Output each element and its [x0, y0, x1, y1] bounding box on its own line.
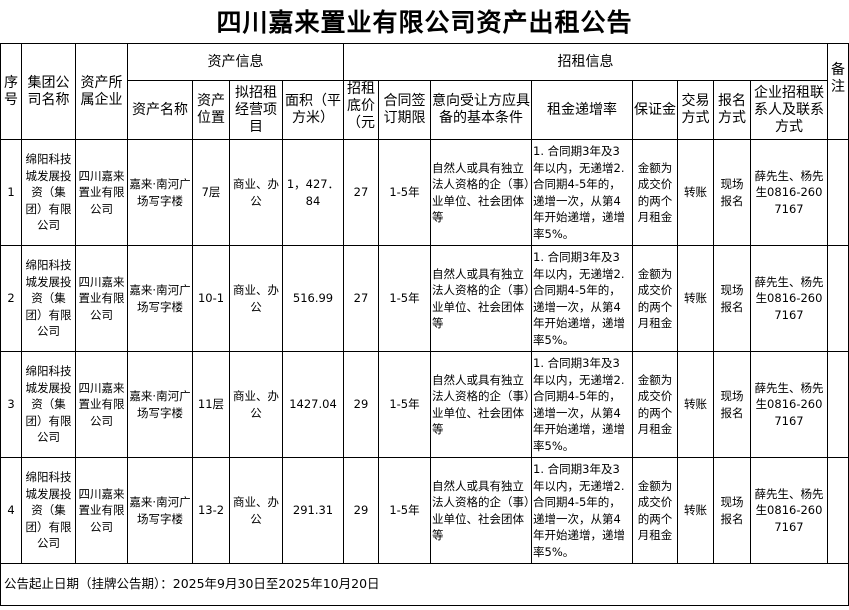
- cell-business: 商业、办公: [229, 245, 283, 352]
- cell-owner: 四川嘉来置业有限公司: [75, 351, 128, 458]
- cell-seq: 1: [0, 139, 22, 246]
- cell-group: 绵阳科技城发展投资（集团）有限公司: [21, 351, 76, 458]
- cell-price: 29: [343, 457, 379, 564]
- header-increase: 租金递增率: [531, 80, 633, 140]
- cell-term: 1-5年: [378, 457, 431, 564]
- cell-area: 1，427．84: [282, 139, 344, 246]
- cell-contact: 薛先生、杨先生0816-2607167: [750, 245, 828, 352]
- cell-owner: 四川嘉来置业有限公司: [75, 457, 128, 564]
- cell-signup: 现场报名: [713, 139, 751, 246]
- table-row: 4 绵阳科技城发展投资（集团）有限公司 四川嘉来置业有限公司 嘉来·南河广场写字楼 13…: [0, 457, 849, 564]
- cell-deposit: 金额为成交价的两个月租金: [632, 139, 678, 246]
- cell-deposit: 金额为成交价的两个月租金: [632, 351, 678, 458]
- header-asset-info: 资产信息: [127, 43, 344, 81]
- cell-conditions: 自然人或具有独立法人资格的企（事）业单位、社会团体等: [430, 351, 532, 458]
- header-term: 合同签订期限: [378, 80, 431, 140]
- cell-area: 1427.04: [282, 351, 344, 458]
- cell-location: 11层: [192, 351, 230, 458]
- cell-business: 商业、办公: [229, 351, 283, 458]
- cell-seq: 3: [0, 351, 22, 458]
- cell-location: 10-1: [192, 245, 230, 352]
- cell-contact: 薛先生、杨先生0816-2607167: [750, 457, 828, 564]
- header-seq: 序号: [0, 43, 22, 140]
- header-deposit: 保证金: [632, 80, 678, 140]
- cell-remark: [827, 351, 849, 458]
- cell-contact: 薛先生、杨先生0816-2607167: [750, 139, 828, 246]
- cell-business: 商业、办公: [229, 139, 283, 246]
- cell-area: 516.99: [282, 245, 344, 352]
- cell-conditions: 自然人或具有独立法人资格的企（事）业单位、社会团体等: [430, 139, 532, 246]
- header-trade: 交易方式: [677, 80, 714, 140]
- cell-deposit: 金额为成交价的两个月租金: [632, 457, 678, 564]
- cell-increase: 1. 合同期3年及3年以内，无递增2. 合同期4-5年的，递增一次，从第4年开始…: [531, 457, 633, 564]
- cell-term: 1-5年: [378, 351, 431, 458]
- cell-owner: 四川嘉来置业有限公司: [75, 245, 128, 352]
- cell-owner: 四川嘉来置业有限公司: [75, 139, 128, 246]
- header-group: 集团公司名称: [21, 43, 76, 140]
- header-contact: 企业招租联系人及联系方式: [750, 80, 828, 140]
- cell-price: 27: [343, 245, 379, 352]
- cell-group: 绵阳科技城发展投资（集团）有限公司: [21, 245, 76, 352]
- cell-seq: 2: [0, 245, 22, 352]
- table-row: 3 绵阳科技城发展投资（集团）有限公司 四川嘉来置业有限公司 嘉来·南河广场写字楼 11…: [0, 351, 849, 458]
- cell-trade: 转账: [677, 457, 714, 564]
- cell-signup: 现场报名: [713, 457, 751, 564]
- header-conditions: 意向受让方应具备的基本条件: [430, 80, 532, 140]
- cell-increase: 1. 合同期3年及3年以内，无递增2. 合同期4-5年的，递增一次，从第4年开始…: [531, 351, 633, 458]
- header-owner: 资产所属企业: [75, 43, 128, 140]
- cell-signup: 现场报名: [713, 245, 751, 352]
- cell-location: 7层: [192, 139, 230, 246]
- cell-price: 29: [343, 351, 379, 458]
- cell-remark: [827, 245, 849, 352]
- header-asset-name: 资产名称: [127, 80, 193, 140]
- header-remark: 备注: [827, 43, 849, 140]
- announcement-period: 公告起止日期（挂牌公告期）：2025年9月30日至2025年10月20日: [0, 563, 849, 606]
- header-price: 招租底价（元: [343, 80, 379, 140]
- header-location: 资产位置: [192, 80, 230, 140]
- cell-contact: 薛先生、杨先生0816-2607167: [750, 351, 828, 458]
- cell-area: 291.31: [282, 457, 344, 564]
- cell-signup: 现场报名: [713, 351, 751, 458]
- cell-deposit: 金额为成交价的两个月租金: [632, 245, 678, 352]
- page-title: 四川嘉来置业有限公司资产出租公告: [216, 8, 633, 37]
- table-row: 1 绵阳科技城发展投资（集团）有限公司 四川嘉来置业有限公司 嘉来·南河广场写字楼 7层…: [0, 139, 849, 246]
- cell-trade: 转账: [677, 139, 714, 246]
- cell-trade: 转账: [677, 351, 714, 458]
- cell-asset-name: 嘉来·南河广场写字楼: [127, 139, 193, 246]
- table-row: 2 绵阳科技城发展投资（集团）有限公司 四川嘉来置业有限公司 嘉来·南河广场写字楼 10…: [0, 245, 849, 352]
- cell-asset-name: 嘉来·南河广场写字楼: [127, 351, 193, 458]
- cell-increase: 1. 合同期3年及3年以内，无递增2. 合同期4-5年的，递增一次，从第4年开始…: [531, 245, 633, 352]
- header-business: 拟招租经营项目: [229, 80, 283, 140]
- cell-group: 绵阳科技城发展投资（集团）有限公司: [21, 457, 76, 564]
- cell-conditions: 自然人或具有独立法人资格的企（事）业单位、社会团体等: [430, 457, 532, 564]
- cell-price: 27: [343, 139, 379, 246]
- cell-group: 绵阳科技城发展投资（集团）有限公司: [21, 139, 76, 246]
- cell-remark: [827, 457, 849, 564]
- cell-remark: [827, 139, 849, 246]
- cell-location: 13-2: [192, 457, 230, 564]
- cell-asset-name: 嘉来·南河广场写字楼: [127, 457, 193, 564]
- header-signup: 报名方式: [713, 80, 751, 140]
- cell-increase: 1. 合同期3年及3年以内，无递增2. 合同期4-5年的，递增一次，从第4年开始…: [531, 139, 633, 246]
- cell-term: 1-5年: [378, 139, 431, 246]
- cell-business: 商业、办公: [229, 457, 283, 564]
- cell-asset-name: 嘉来·南河广场写字楼: [127, 245, 193, 352]
- header-lease-info: 招租信息: [343, 43, 828, 81]
- cell-seq: 4: [0, 457, 22, 564]
- cell-conditions: 自然人或具有独立法人资格的企（事）业单位、社会团体等: [430, 245, 532, 352]
- cell-trade: 转账: [677, 245, 714, 352]
- cell-term: 1-5年: [378, 245, 431, 352]
- header-area: 面积（平方米）: [282, 80, 344, 140]
- lease-table: 序号 集团公司名称 资产所属企业 资产信息 招租信息 备注 资产名称 资产位置 …: [0, 43, 849, 606]
